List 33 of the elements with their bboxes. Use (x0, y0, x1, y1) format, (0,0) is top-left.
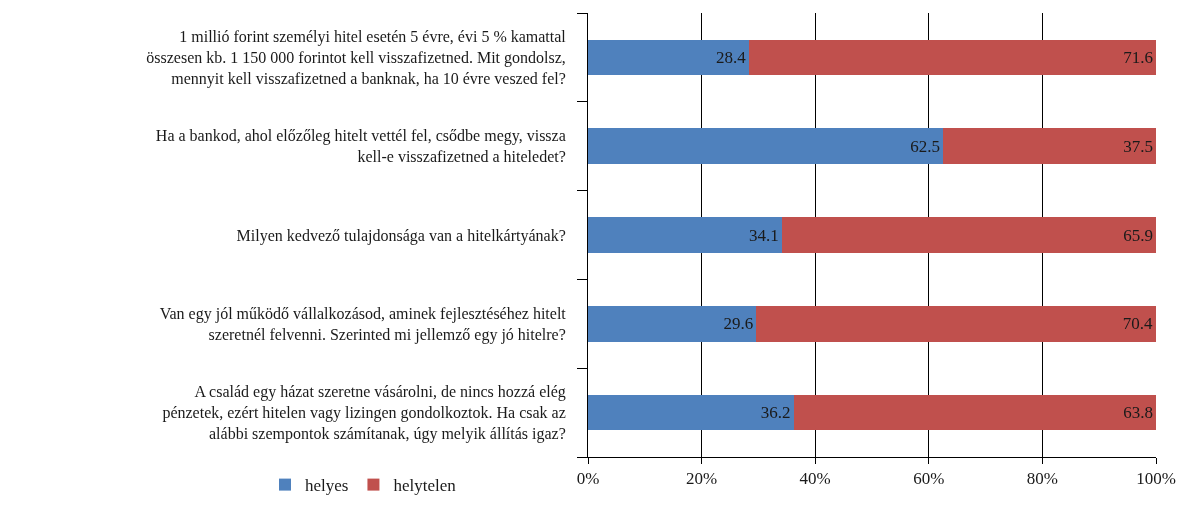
data-label: 29.6 (723, 314, 754, 334)
data-label: 71.6 (1123, 47, 1153, 67)
bar (588, 306, 757, 342)
bar (749, 39, 1156, 76)
bar (781, 217, 1156, 253)
data-label: 34.1 (748, 225, 779, 245)
x-tick-label: 80% (1026, 469, 1058, 489)
x-tick-label: 40% (799, 469, 831, 489)
legend-label: helyes (305, 476, 349, 496)
y-tick-label: Van egy jól működő vállalkozásod, aminek fejlesztéséhez hitelt szeretnél felvenni. Szerinted mi jellemző egy jó hitelre? (159, 305, 567, 344)
bar (588, 217, 782, 253)
bar (756, 306, 1156, 342)
y-tick-label: Milyen kedvező tulajdonsága van a hitelkártyának? (236, 226, 566, 245)
bar (588, 39, 750, 76)
y-tick-label: 1 millió forint személyi hitel esetén 5 évre, évi 5 % kamattal összesen kb. 1 150 000 forintot kell visszafizetned. Mit gondolsz, mennyit kell visszafizetned a banknak, ha 10 évre veszed fel? (146, 28, 567, 88)
data-label: 37.5 (1123, 136, 1153, 156)
x-tick-label: 20% (686, 469, 718, 489)
bar (588, 394, 794, 431)
data-label: 63.8 (1123, 403, 1153, 423)
data-label: 36.2 (760, 403, 791, 423)
y-tick-label: A család egy házat szeretne vásárolni, de nincs hozzá elég pénzetek, ezért hitelen vagy lizingen gondolkoztok. Ha csak az alábbi szempontok számítanak, úgy melyik állítás igaz? (162, 383, 566, 443)
x-tick-label: 0% (576, 469, 600, 489)
bar (588, 128, 943, 164)
data-label: 70.4 (1122, 314, 1153, 334)
data-label: 28.4 (716, 47, 747, 67)
data-label: 65.9 (1123, 225, 1153, 245)
x-tick-label: 60% (913, 469, 945, 489)
x-tick-label: 100% (1136, 469, 1176, 489)
legend-label: helytelen (393, 476, 457, 496)
bar (943, 128, 1156, 164)
y-tick-label: Ha a bankod, ahol előzőleg hitelt vettél fel, csődbe megy, vissza kell-e visszafizetned a hiteledet? (155, 127, 566, 166)
bar (793, 394, 1156, 431)
data-label: 62.5 (910, 136, 940, 156)
